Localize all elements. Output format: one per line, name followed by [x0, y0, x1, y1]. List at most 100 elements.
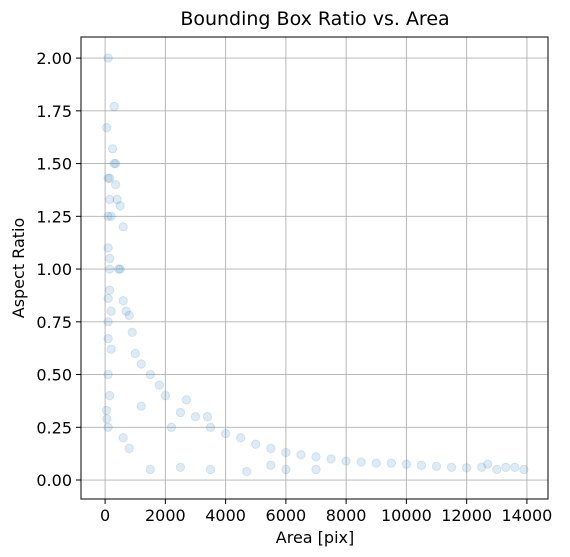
scatter-point [251, 439, 261, 449]
y-tick-label: 1.25 [36, 207, 72, 226]
scatter-point [106, 306, 116, 316]
scatter-point [106, 211, 116, 222]
scatter-points [101, 53, 529, 477]
scatter-point [281, 464, 291, 475]
scatter-point [118, 222, 128, 232]
x-tick-label: 10000 [381, 506, 432, 525]
scatter-point [101, 123, 112, 133]
scatter-point [104, 173, 115, 184]
scatter-point [113, 264, 124, 274]
x-tick-label: 6000 [266, 506, 307, 525]
scatter-point [175, 462, 186, 473]
scatter-point [175, 407, 186, 418]
scatter-point [130, 348, 140, 359]
scatter-point [446, 462, 457, 473]
scatter-point [103, 53, 113, 63]
y-tick-label: 0.75 [36, 313, 72, 332]
scatter-point [311, 452, 321, 462]
x-tick-label: 4000 [205, 506, 246, 525]
scatter-point [145, 464, 156, 475]
scatter-point [431, 461, 442, 471]
scatter-point [356, 457, 366, 467]
scatter-point [266, 460, 276, 470]
scatter-point [190, 412, 201, 422]
scatter-point [118, 433, 128, 443]
x-tick-label: 12000 [441, 506, 492, 525]
scatter-point [121, 306, 131, 316]
scatter-point [461, 463, 472, 473]
scatter-point [145, 369, 156, 380]
scatter-point [166, 422, 177, 432]
scatter-point [519, 464, 529, 475]
y-tick-label: 0.50 [36, 366, 72, 385]
scatter-point [205, 422, 216, 432]
chart-title: Bounding Box Ratio vs. Area [180, 8, 449, 30]
scatter-point [103, 333, 113, 344]
scatter-point [103, 369, 113, 380]
y-axis-label: Aspect Ratio [9, 218, 28, 319]
scatter-point [103, 317, 113, 327]
scatter-point [326, 454, 336, 464]
scatter-point [124, 310, 134, 321]
scatter-point [104, 194, 115, 205]
y-tick-label: 0.25 [36, 418, 72, 437]
x-tick-label: 14000 [501, 506, 552, 525]
y-tick-label: 1.00 [36, 260, 72, 279]
scatter-point [242, 466, 252, 477]
scatter-point [501, 462, 511, 473]
scatter-point [115, 201, 125, 211]
x-tick-label: 2000 [145, 506, 186, 525]
scatter-point [154, 380, 165, 390]
scatter-point [103, 173, 113, 184]
scatter-point [115, 264, 125, 274]
scatter-point [235, 433, 246, 443]
scatter-point [104, 264, 115, 274]
scatter-point [101, 405, 112, 416]
y-tick-label: 0.00 [36, 471, 72, 490]
scatter-point [492, 464, 502, 475]
scatter-point [136, 401, 146, 411]
y-tick-label: 1.50 [36, 155, 72, 174]
x-tick-label: 8000 [326, 506, 367, 525]
scatter-point [311, 464, 321, 475]
scatter-point [118, 296, 128, 306]
scatter-point [110, 158, 121, 169]
scatter-point [416, 460, 427, 470]
scatter-point [296, 450, 306, 460]
scatter-point [102, 414, 112, 424]
scatter-point [483, 459, 493, 469]
scatter-point [106, 344, 116, 354]
scatter-point [104, 253, 115, 264]
x-ticks: 0 2000 4000 6000 8000 10000 12000 14000 [100, 499, 552, 525]
scatter-point [103, 422, 113, 432]
grid-lines [81, 37, 548, 499]
scatter-point [104, 285, 115, 295]
scatter-point [477, 462, 487, 473]
scatter-point [401, 459, 412, 469]
scatter-point [127, 327, 137, 338]
scatter-point [124, 443, 134, 454]
scatter-point [202, 412, 213, 422]
scatter-point [110, 179, 121, 190]
scatter-point [386, 458, 397, 468]
y-tick-label: 2.00 [36, 49, 72, 68]
scatter-point [136, 359, 146, 369]
scatter-point [104, 390, 115, 401]
scatter-point [107, 144, 118, 154]
plot-frame [80, 36, 549, 500]
scatter-point [109, 101, 119, 112]
scatter-point [109, 158, 119, 169]
scatter-point [510, 462, 520, 473]
scatter-point [103, 243, 113, 253]
scatter-point [181, 395, 192, 405]
scatter-point [112, 194, 122, 205]
scatter-point [266, 443, 276, 454]
scatter-point [205, 464, 216, 475]
scatter-point [160, 390, 171, 401]
x-tick-label: 0 [100, 506, 110, 525]
scatter-point [220, 428, 231, 439]
y-ticks: 0.00 0.25 0.50 0.75 1.00 1.25 1.50 1.75 2.00 [36, 49, 81, 490]
scatter-point [281, 447, 291, 458]
scatter-point [103, 293, 113, 304]
